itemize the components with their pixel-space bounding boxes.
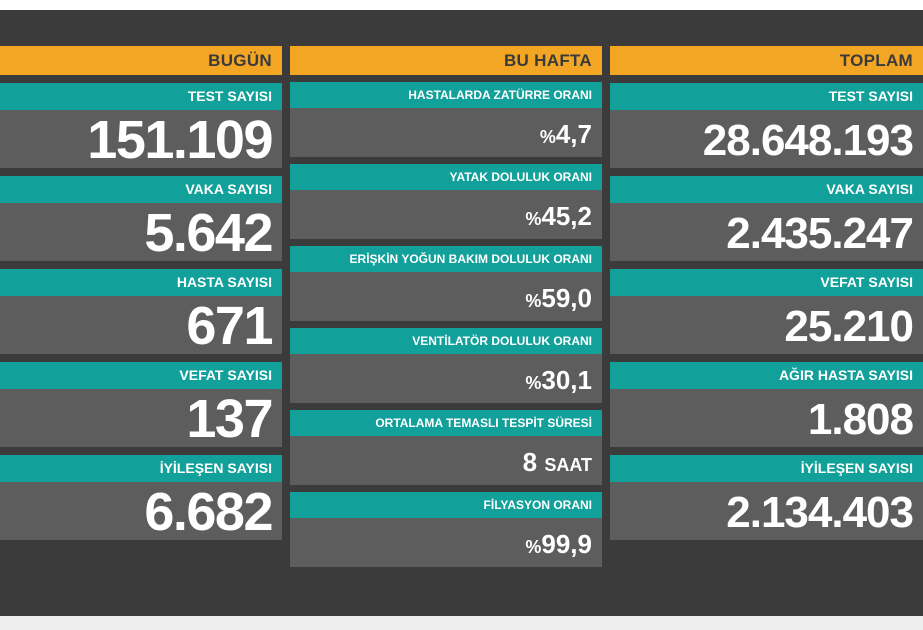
card-value: 28.648.193 — [610, 110, 923, 168]
card-value: 8 SAAT — [290, 436, 602, 485]
card-value: %99,9 — [290, 518, 602, 567]
total-header: TOPLAM — [610, 46, 923, 75]
card-value: 5.642 — [0, 203, 282, 263]
card-value: %45,2 — [290, 190, 602, 239]
card-number: 45,2 — [541, 201, 592, 231]
card-value: 137 — [0, 389, 282, 449]
today-case-card: VAKA SAYISI 5.642 — [0, 176, 282, 263]
today-death-card: VEFAT SAYISI 137 — [0, 362, 282, 449]
card-value: 151.109 — [0, 110, 282, 170]
card-number: 8 — [522, 447, 538, 477]
total-death-card: VEFAT SAYISI 25.210 — [610, 269, 923, 354]
today-patient-card: HASTA SAYISI 671 — [0, 269, 282, 356]
card-label: VAKA SAYISI — [610, 176, 923, 203]
card-label: TEST SAYISI — [610, 83, 923, 110]
today-recovered-card: İYİLEŞEN SAYISI 6.682 — [0, 455, 282, 542]
total-case-card: VAKA SAYISI 2.435.247 — [610, 176, 923, 261]
card-value: 1.808 — [610, 389, 923, 447]
card-number: 59,0 — [541, 283, 592, 313]
card-label: AĞIR HASTA SAYISI — [610, 362, 923, 389]
card-label: İYİLEŞEN SAYISI — [0, 455, 282, 482]
card-value: 2.134.403 — [610, 482, 923, 540]
week-icu-card: ERİŞKİN YOĞUN BAKIM DOLULUK ORANI %59,0 — [290, 246, 602, 321]
week-ventilator-card: VENTİLATÖR DOLULUK ORANI %30,1 — [290, 328, 602, 403]
today-test-card: TEST SAYISI 151.109 — [0, 83, 282, 170]
card-label: ERİŞKİN YOĞUN BAKIM DOLULUK ORANI — [290, 246, 602, 272]
card-value: 25.210 — [610, 296, 923, 354]
card-value: 6.682 — [0, 482, 282, 542]
card-label: HASTA SAYISI — [0, 269, 282, 296]
card-value: %59,0 — [290, 272, 602, 321]
total-recovered-card: İYİLEŞEN SAYISI 2.134.403 — [610, 455, 923, 540]
card-value: %4,7 — [290, 108, 602, 157]
card-label: VAKA SAYISI — [0, 176, 282, 203]
today-header: BUGÜN — [0, 46, 282, 75]
card-number: 99,9 — [541, 529, 592, 559]
card-label: VEFAT SAYISI — [0, 362, 282, 389]
week-header: BU HAFTA — [290, 46, 602, 75]
card-label: FİLYASYON ORANI — [290, 492, 602, 518]
week-filiation-card: FİLYASYON ORANI %99,9 — [290, 492, 602, 567]
total-column: TOPLAM TEST SAYISI 28.648.193 VAKA SAYIS… — [610, 46, 923, 540]
percent-sign: % — [525, 537, 542, 557]
week-column: BU HAFTA HASTALARDA ZATÜRRE ORANI %4,7 Y… — [290, 46, 602, 567]
week-contact-time-card: ORTALAMA TEMASLI TESPİT SÜRESİ 8 SAAT — [290, 410, 602, 485]
card-label: İYİLEŞEN SAYISI — [610, 455, 923, 482]
unit-label: SAAT — [544, 455, 592, 475]
card-label: TEST SAYISI — [0, 83, 282, 110]
percent-sign: % — [525, 209, 542, 229]
total-critical-card: AĞIR HASTA SAYISI 1.808 — [610, 362, 923, 447]
card-number: 30,1 — [541, 365, 592, 395]
card-label: HASTALARDA ZATÜRRE ORANI — [290, 82, 602, 108]
card-label: VEFAT SAYISI — [610, 269, 923, 296]
percent-sign: % — [539, 127, 556, 147]
card-label: YATAK DOLULUK ORANI — [290, 164, 602, 190]
bottom-strip — [0, 616, 923, 630]
week-bed-card: YATAK DOLULUK ORANI %45,2 — [290, 164, 602, 239]
percent-sign: % — [525, 373, 542, 393]
card-value: %30,1 — [290, 354, 602, 403]
card-value: 2.435.247 — [610, 203, 923, 261]
card-label: ORTALAMA TEMASLI TESPİT SÜRESİ — [290, 410, 602, 436]
card-number: 4,7 — [555, 119, 592, 149]
card-label: VENTİLATÖR DOLULUK ORANI — [290, 328, 602, 354]
today-column: BUGÜN TEST SAYISI 151.109 VAKA SAYISI 5.… — [0, 46, 282, 542]
percent-sign: % — [525, 291, 542, 311]
total-test-card: TEST SAYISI 28.648.193 — [610, 83, 923, 168]
week-pneumonia-card: HASTALARDA ZATÜRRE ORANI %4,7 — [290, 82, 602, 157]
card-value: 671 — [0, 296, 282, 356]
